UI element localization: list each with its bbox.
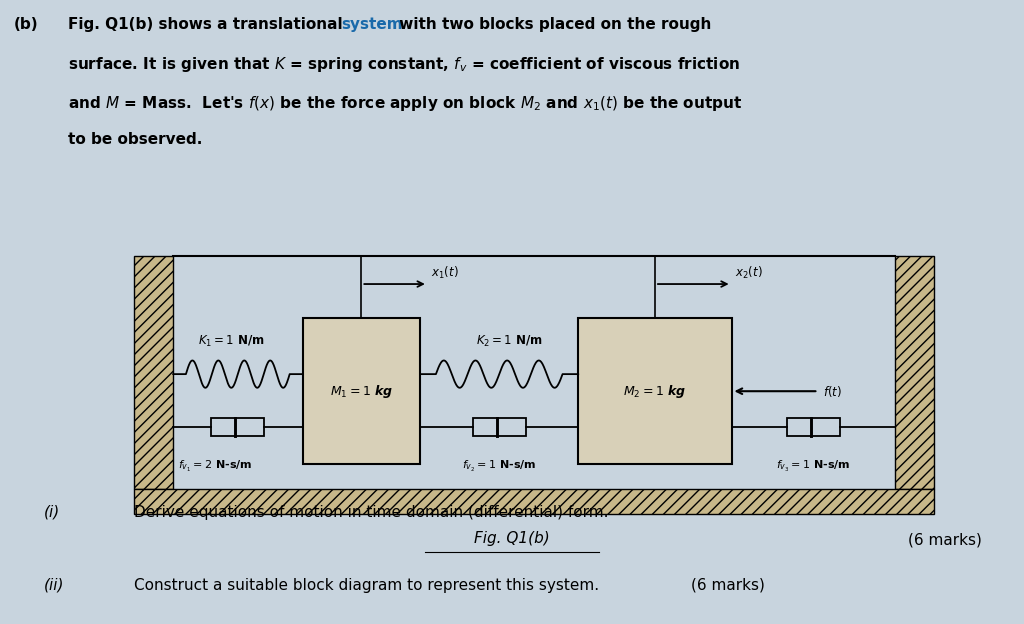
Text: to be observed.: to be observed. [68, 132, 202, 147]
Bar [579, 318, 731, 464]
Bar [895, 256, 934, 489]
Text: Fig. Q1(b) shows a translational: Fig. Q1(b) shows a translational [68, 17, 347, 32]
Bar [786, 418, 840, 436]
Text: (6 marks): (6 marks) [908, 532, 982, 547]
Text: $K_2=1$ N/m: $K_2=1$ N/m [476, 334, 543, 349]
Text: Construct a suitable block diagram to represent this system.: Construct a suitable block diagram to re… [134, 578, 599, 593]
Text: $x_1(t)$: $x_1(t)$ [431, 265, 459, 281]
Text: $f_{v_1}= 2$ N-s/m: $f_{v_1}= 2$ N-s/m [178, 459, 253, 474]
Text: $f_{v_3}= 1$ N-s/m: $f_{v_3}= 1$ N-s/m [776, 459, 851, 474]
Text: $x_2(t)$: $x_2(t)$ [734, 265, 762, 281]
Text: surface. It is given that $K$ = spring constant, $f_v$ = coefficient of viscous : surface. It is given that $K$ = spring c… [68, 56, 740, 74]
Bar [134, 256, 173, 489]
Text: Derive equations of motion in time domain (differential) form.: Derive equations of motion in time domai… [134, 505, 608, 520]
Text: $f_{v_2}=1$ N-s/m: $f_{v_2}=1$ N-s/m [462, 459, 537, 474]
Text: $f(t)$: $f(t)$ [823, 384, 843, 399]
Text: system: system [341, 17, 403, 32]
Text: (i): (i) [44, 505, 60, 520]
Bar [134, 489, 934, 514]
Text: and $M$ = Mass.  Let's $f(x)$ be the force apply on block $M_2$ and $x_1(t)$ be : and $M$ = Mass. Let's $f(x)$ be the forc… [68, 94, 742, 113]
Text: (ii): (ii) [44, 578, 65, 593]
Bar [211, 418, 264, 436]
Bar [303, 318, 420, 464]
Bar [473, 418, 525, 436]
Text: $K_1=1$ N/m: $K_1=1$ N/m [198, 334, 264, 349]
Text: (6 marks): (6 marks) [691, 578, 765, 593]
Text: Fig. Q1(b): Fig. Q1(b) [474, 531, 550, 546]
Text: (b): (b) [13, 17, 38, 32]
Text: with two blocks placed on the rough: with two blocks placed on the rough [393, 17, 711, 32]
Text: $M_2=1$ kg: $M_2=1$ kg [624, 383, 686, 400]
Text: $M_1=1$ kg: $M_1=1$ kg [330, 383, 393, 400]
